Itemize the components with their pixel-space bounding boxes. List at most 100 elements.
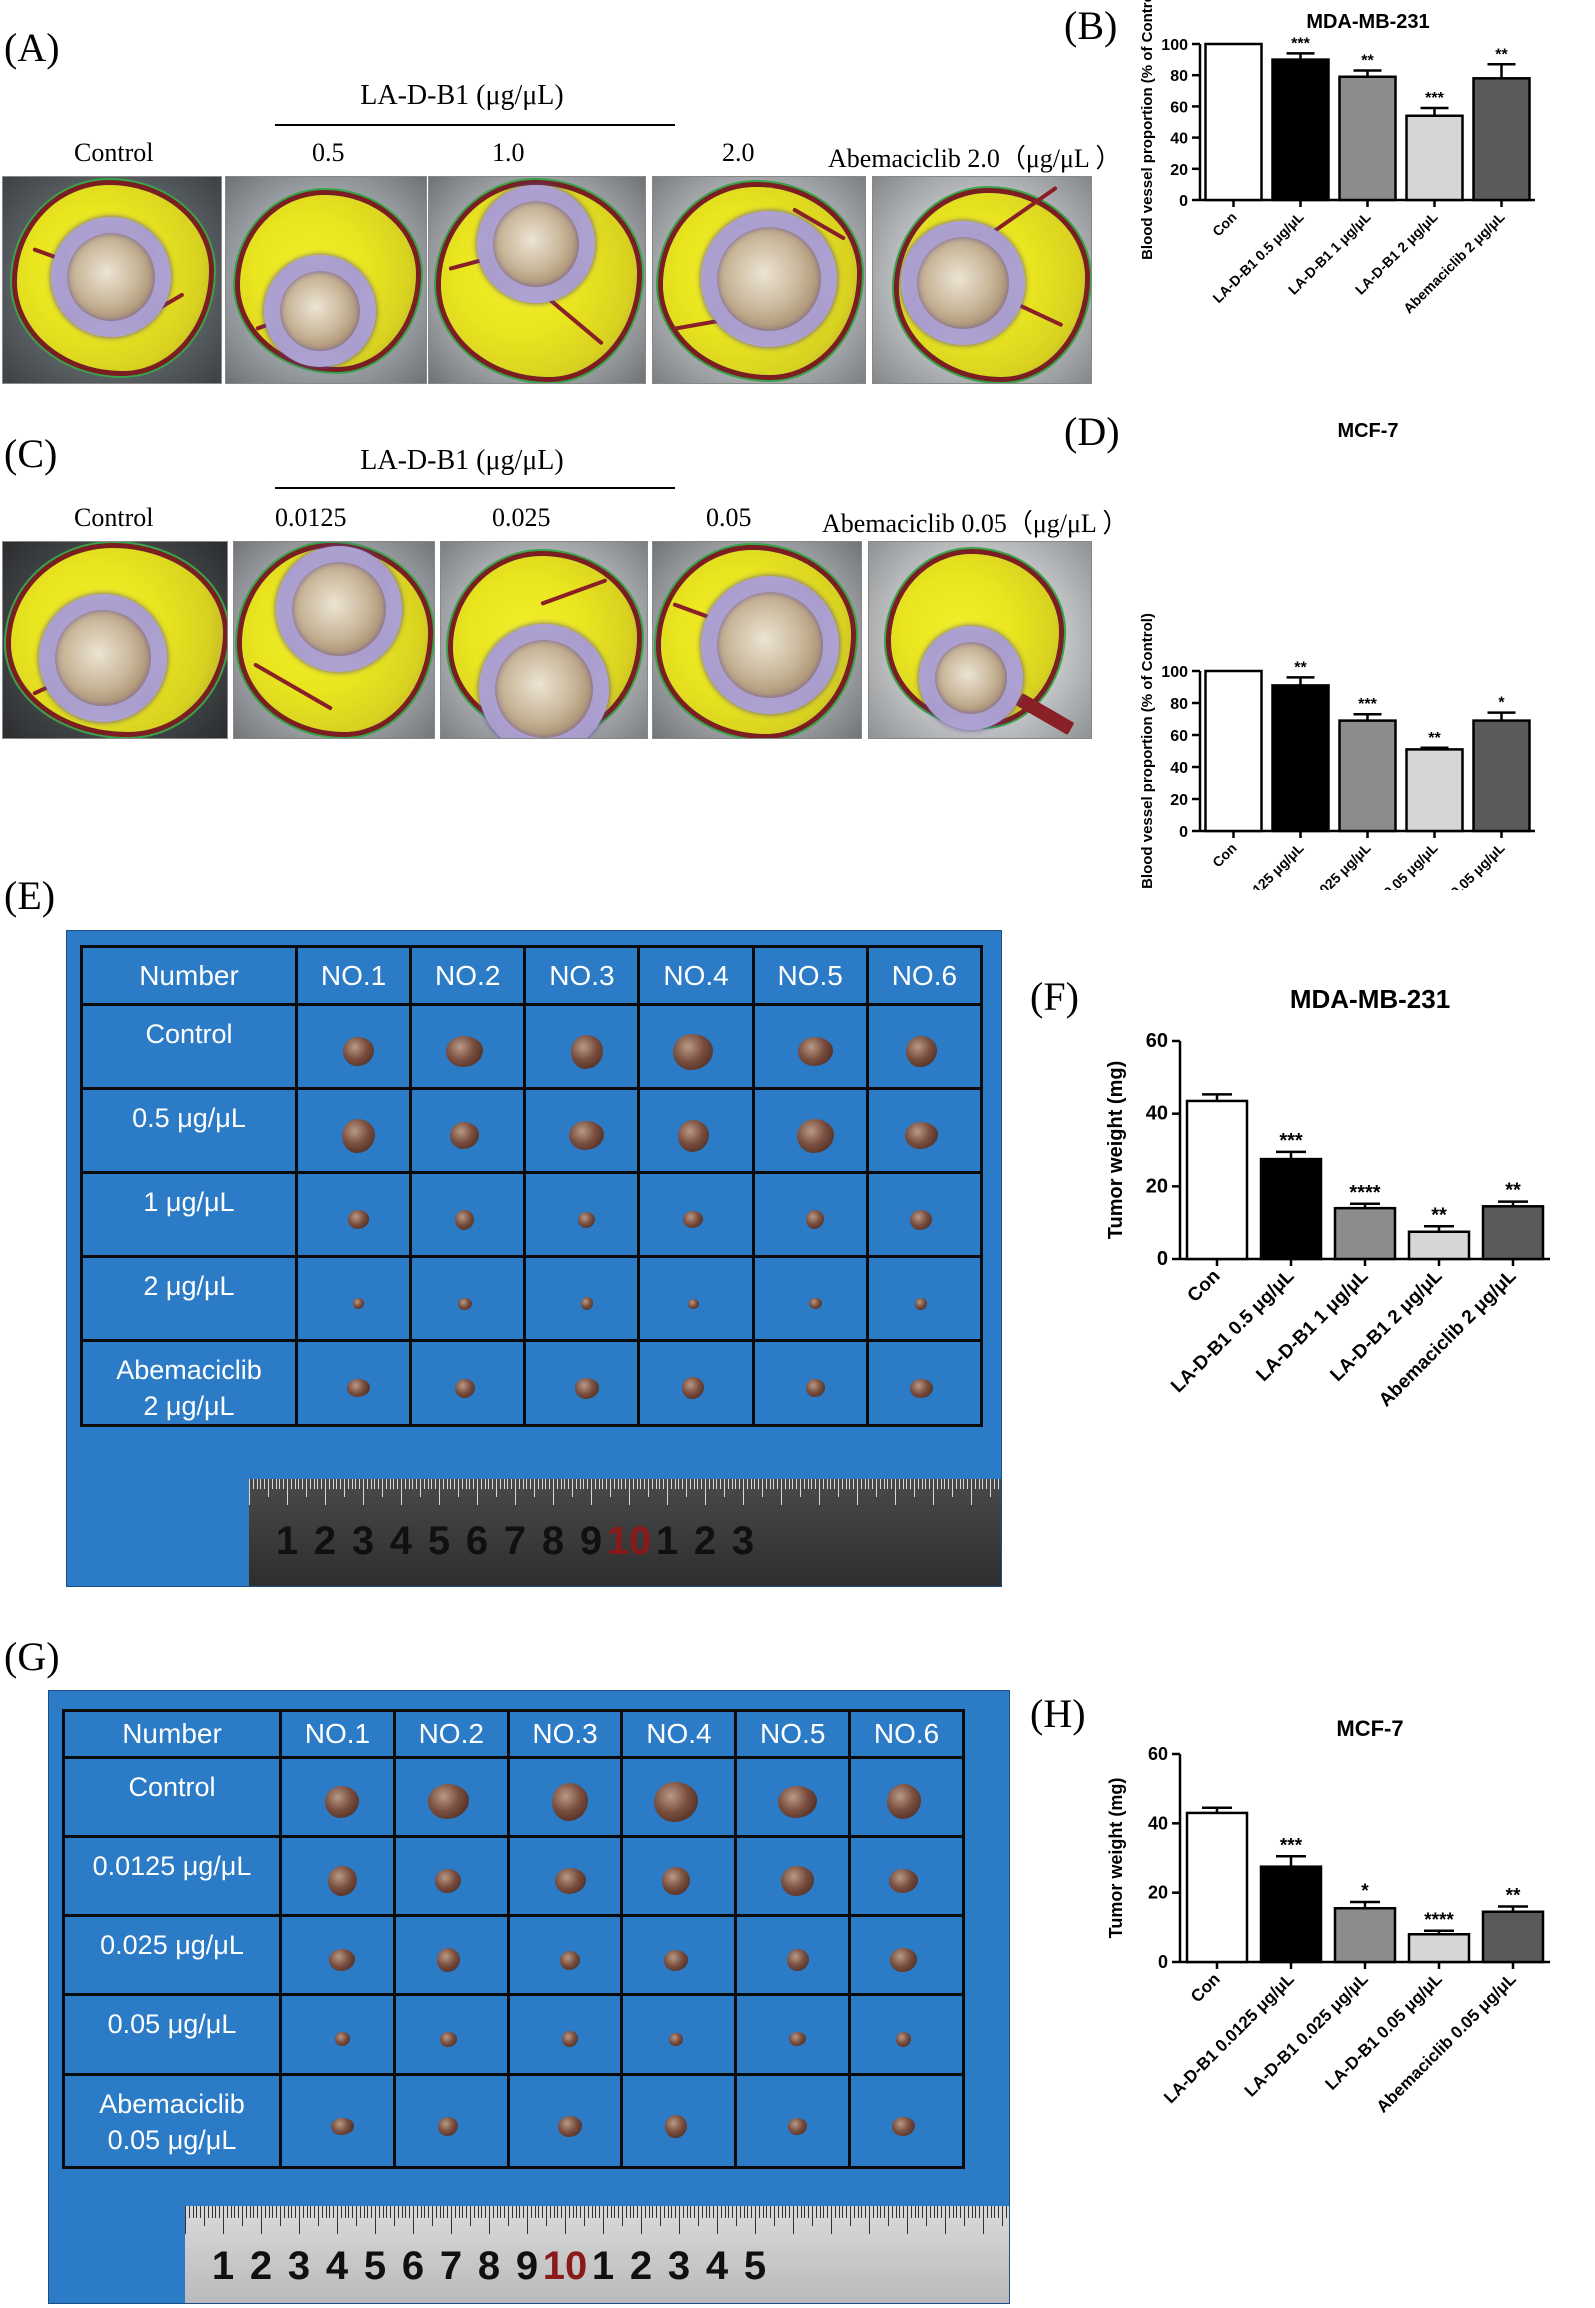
ruler-tick — [861, 2206, 863, 2218]
ruler-tick — [401, 1479, 402, 1505]
panel-c-label-0-0125: 0.0125 — [275, 503, 347, 532]
ruler-tick — [283, 1479, 285, 1489]
ruler-tick — [652, 2206, 654, 2218]
ruler-tick — [637, 2206, 639, 2218]
panel-a-group-title: LA-D-B1 (μg/μL) — [360, 80, 564, 111]
ruler-tick — [298, 1479, 300, 1489]
panel-c-label-control: Control — [74, 503, 154, 532]
ruler-tick — [838, 2206, 840, 2218]
ruler-tick — [348, 2206, 350, 2218]
ruler-tick — [352, 2206, 354, 2218]
ruler-tick — [309, 1479, 311, 1489]
ruler-tick — [975, 2206, 977, 2218]
ruler-tick — [891, 1479, 893, 1489]
ruler-tick — [610, 2206, 612, 2218]
ruler-tick — [884, 2206, 886, 2218]
bar — [1271, 58, 1330, 202]
tumor-sample — [654, 1781, 698, 1822]
ruler-tick — [933, 2206, 935, 2218]
y-axis-label: Blood vessel proportion (% of Control) — [1139, 0, 1156, 260]
ruler-tick — [872, 1479, 874, 1489]
ruler-tick — [276, 2206, 278, 2218]
ruler-tick — [321, 1479, 323, 1489]
y-tick-label: 80 — [1170, 68, 1188, 85]
ruler-number: 8 — [477, 2244, 501, 2288]
ruler-tick — [994, 2206, 996, 2218]
ruler-tick — [800, 1479, 801, 1497]
ruler-tick — [678, 1479, 680, 1489]
ruler-number: 5 — [363, 2244, 387, 2288]
ruler-tick — [557, 2206, 559, 2218]
ruler-tick — [196, 2206, 198, 2218]
ruler-tick — [967, 2206, 969, 2218]
ruler-tick — [332, 1479, 334, 1489]
ruler-tick — [523, 2206, 525, 2218]
ruler-tick — [686, 1479, 687, 1497]
ruler-tick — [249, 2206, 251, 2218]
table-row-label: 0.5 μg/μL — [80, 1087, 298, 1174]
tumor-sample — [343, 1037, 374, 1067]
ruler-tick — [929, 1479, 931, 1489]
ruler-number: 5 — [427, 1519, 451, 1563]
y-tick-label: 20 — [1170, 792, 1188, 809]
x-tick-label: LA-D-B1 0.025 μg/μL — [1241, 1969, 1372, 2100]
ruler-number: 3 — [287, 2244, 311, 2288]
ruler-tick — [219, 2206, 221, 2218]
ruler-tick — [736, 2206, 737, 2226]
significance-label: *** — [1425, 90, 1444, 107]
ruler-number: 5 — [743, 2244, 767, 2288]
ruler-tick — [936, 1479, 938, 1489]
ruler-tick — [439, 1479, 440, 1505]
ruler-tick — [393, 1479, 395, 1489]
ruler-tick — [910, 1479, 912, 1489]
ruler-tick — [447, 2206, 449, 2218]
ruler-tick — [986, 2206, 988, 2218]
ruler-tick — [983, 2206, 984, 2234]
ruler-tick — [648, 1479, 649, 1497]
panel-c-label-0-025: 0.025 — [492, 503, 551, 532]
bar — [1407, 1933, 1471, 1964]
ruler-tick — [792, 1479, 794, 1489]
ruler-tick — [674, 1479, 676, 1489]
ruler-tick — [944, 1479, 946, 1489]
y-axis-label: Blood vessel proportion (% of Control) — [1139, 613, 1156, 889]
significance-label: ** — [1495, 46, 1508, 63]
ruler-tick — [925, 1479, 927, 1489]
ruler-tick — [317, 1479, 319, 1489]
ruler-tick — [842, 2206, 844, 2218]
ruler-tick — [283, 2206, 285, 2218]
table-row-label: 2 μg/μL — [80, 1255, 298, 1342]
ruler-tick — [838, 1479, 839, 1497]
ruler-tick — [518, 1479, 520, 1489]
ruler-tick — [359, 2206, 361, 2218]
ruler-tick — [595, 2206, 597, 2218]
ruler-tick — [200, 2206, 202, 2218]
y-tick-label: 80 — [1170, 696, 1188, 713]
table-row-label: Control — [80, 1003, 298, 1090]
tumor-sample — [890, 1948, 917, 1973]
ruler-number: 3 — [667, 2244, 691, 2288]
ruler-tick — [568, 2206, 570, 2218]
ruler-tick — [694, 2206, 696, 2218]
significance-label: *** — [1291, 35, 1310, 52]
ruler-tick — [602, 1479, 604, 1489]
ruler-tick — [865, 2206, 867, 2218]
tumor-sample — [331, 2117, 354, 2136]
ruler-tick — [887, 1479, 889, 1489]
ruler-tick — [279, 1479, 281, 1489]
ruler-tick — [261, 2206, 262, 2234]
ruler-tick — [739, 1479, 741, 1489]
ruler-tick — [891, 2206, 893, 2218]
chart-title: MDA-MB-231 — [1290, 984, 1450, 1014]
tumor-sample — [570, 1034, 604, 1069]
ruler-g: 1 2 3 4 5 6 7 8 9 10 1 2 3 4 5 — [185, 2206, 1009, 2303]
tumor-sample — [427, 1784, 469, 1820]
ruler-tick — [625, 1479, 627, 1489]
ruler-tick — [473, 2206, 475, 2218]
ruler-tick — [979, 2206, 981, 2218]
tumor-sample — [796, 1118, 834, 1153]
ruler-tick — [287, 2206, 289, 2218]
cam-image-a-2-0 — [652, 176, 866, 384]
ruler-tick — [819, 1479, 820, 1505]
ruler-tick — [294, 1479, 296, 1489]
